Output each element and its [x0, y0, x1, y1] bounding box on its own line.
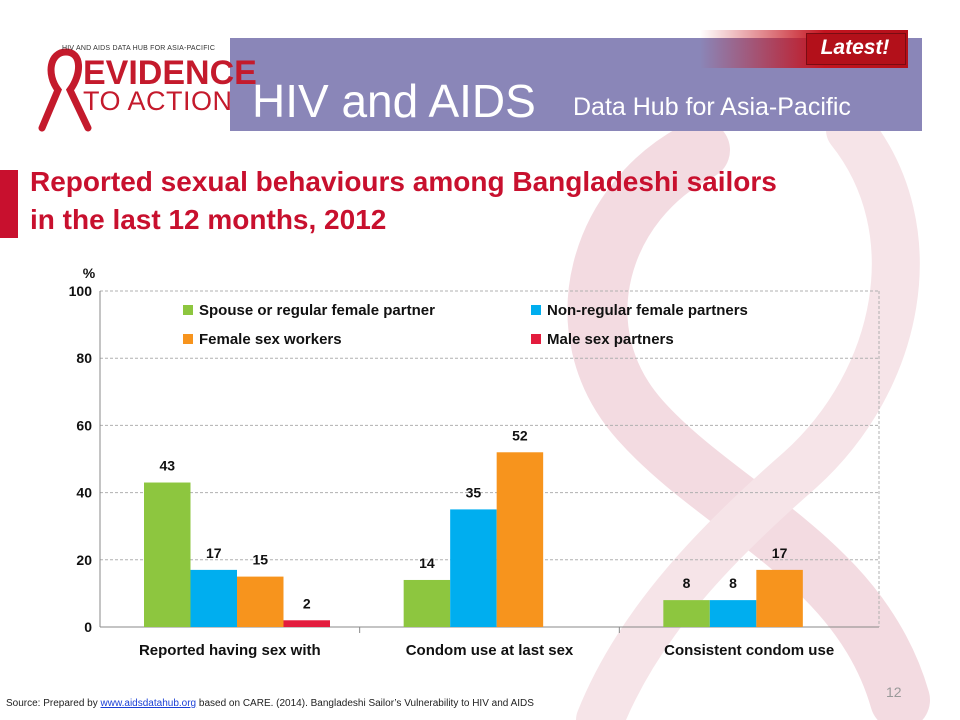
- logo-area: [0, 38, 230, 131]
- y-tick-label: 80: [76, 350, 92, 366]
- bar: [496, 452, 544, 627]
- bar: [403, 579, 451, 627]
- y-tick-label: 60: [76, 417, 92, 433]
- logo-evidence: EVIDENCE: [83, 54, 257, 92]
- latest-badge-label: Latest!: [820, 36, 890, 59]
- data-label: 2: [303, 595, 311, 611]
- source-link[interactable]: www.aidsdatahub.org: [100, 698, 197, 709]
- y-tick-label: 0: [84, 619, 92, 635]
- source-suffix: based on CARE. (2014). Bangladeshi Sailo…: [196, 698, 534, 709]
- slide-title: Reported sexual behaviours among Banglad…: [30, 163, 930, 239]
- bar: [450, 509, 497, 627]
- y-tick-label: 40: [76, 485, 92, 501]
- latest-badge[interactable]: [806, 33, 906, 65]
- legend-swatch: [183, 305, 193, 315]
- header-subtitle: Data Hub for Asia-Pacific: [573, 93, 851, 121]
- bar: [709, 600, 757, 627]
- bar: [663, 600, 710, 627]
- x-tick-label: Consistent condom use: [664, 642, 834, 659]
- y-tick-label: 100: [69, 283, 93, 299]
- y-tick-label: 20: [76, 552, 92, 568]
- bar: [144, 482, 191, 627]
- legend-swatch: [183, 334, 193, 344]
- header-title: HIV and AIDS: [252, 75, 536, 127]
- x-tick-label: Reported having sex with: [139, 642, 321, 659]
- legend-label: Spouse or regular female partner: [199, 302, 435, 319]
- title-accent-bar: [0, 170, 18, 238]
- logo-to-action: TO ACTION: [83, 86, 233, 116]
- data-label: 52: [512, 427, 528, 443]
- source-note: Source: Prepared by www.aidsdatahub.org …: [6, 698, 534, 709]
- y-axis-label: %: [83, 265, 96, 281]
- data-label: 43: [159, 458, 175, 474]
- data-label: 35: [466, 484, 482, 500]
- bar: [283, 620, 330, 627]
- source-prefix: Source: Prepared by: [6, 698, 101, 709]
- red-ribbon-icon: [38, 48, 92, 132]
- legend-swatch: [531, 305, 541, 315]
- slide-title-line-1: Reported sexual behaviours among Banglad…: [30, 166, 777, 197]
- legend-label: Female sex workers: [199, 331, 342, 348]
- legend-label: Non-regular female partners: [547, 302, 748, 319]
- data-label: 14: [419, 555, 435, 571]
- bar: [756, 569, 803, 627]
- data-label: 8: [683, 575, 691, 591]
- bar: [237, 576, 284, 627]
- data-label: 17: [206, 545, 222, 561]
- data-label: 8: [729, 575, 737, 591]
- data-label: 17: [772, 545, 788, 561]
- x-tick-label: Condom use at last sex: [406, 642, 574, 659]
- data-label: 15: [252, 552, 268, 568]
- legend-swatch: [531, 334, 541, 344]
- legend-label: Male sex partners: [547, 331, 674, 348]
- bar: [190, 569, 237, 627]
- logo-tagline: HIV AND AIDS DATA HUB FOR ASIA-PACIFIC: [62, 45, 216, 52]
- page-number: 12: [886, 684, 902, 700]
- slide-title-line-2: in the last 12 months, 2012: [30, 204, 387, 235]
